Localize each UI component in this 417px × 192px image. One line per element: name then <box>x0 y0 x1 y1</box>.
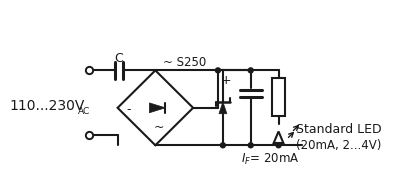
Circle shape <box>248 68 253 73</box>
Circle shape <box>248 143 253 148</box>
Text: +: + <box>221 74 231 87</box>
Text: C: C <box>114 52 123 65</box>
Circle shape <box>276 143 281 148</box>
Text: Standard LED: Standard LED <box>296 123 382 136</box>
Text: $I_F$= 20mA: $I_F$= 20mA <box>241 151 299 167</box>
Text: 110...230V: 110...230V <box>9 99 85 113</box>
Circle shape <box>221 143 225 148</box>
Text: AC: AC <box>78 107 90 116</box>
Text: -: - <box>126 103 131 116</box>
Text: ~: ~ <box>154 121 165 134</box>
Polygon shape <box>219 102 227 114</box>
Circle shape <box>216 68 221 73</box>
Text: ~ S250: ~ S250 <box>163 56 206 69</box>
Polygon shape <box>149 103 165 113</box>
Text: (20mA, 2...4V): (20mA, 2...4V) <box>296 139 382 152</box>
Bar <box>271 78 286 116</box>
